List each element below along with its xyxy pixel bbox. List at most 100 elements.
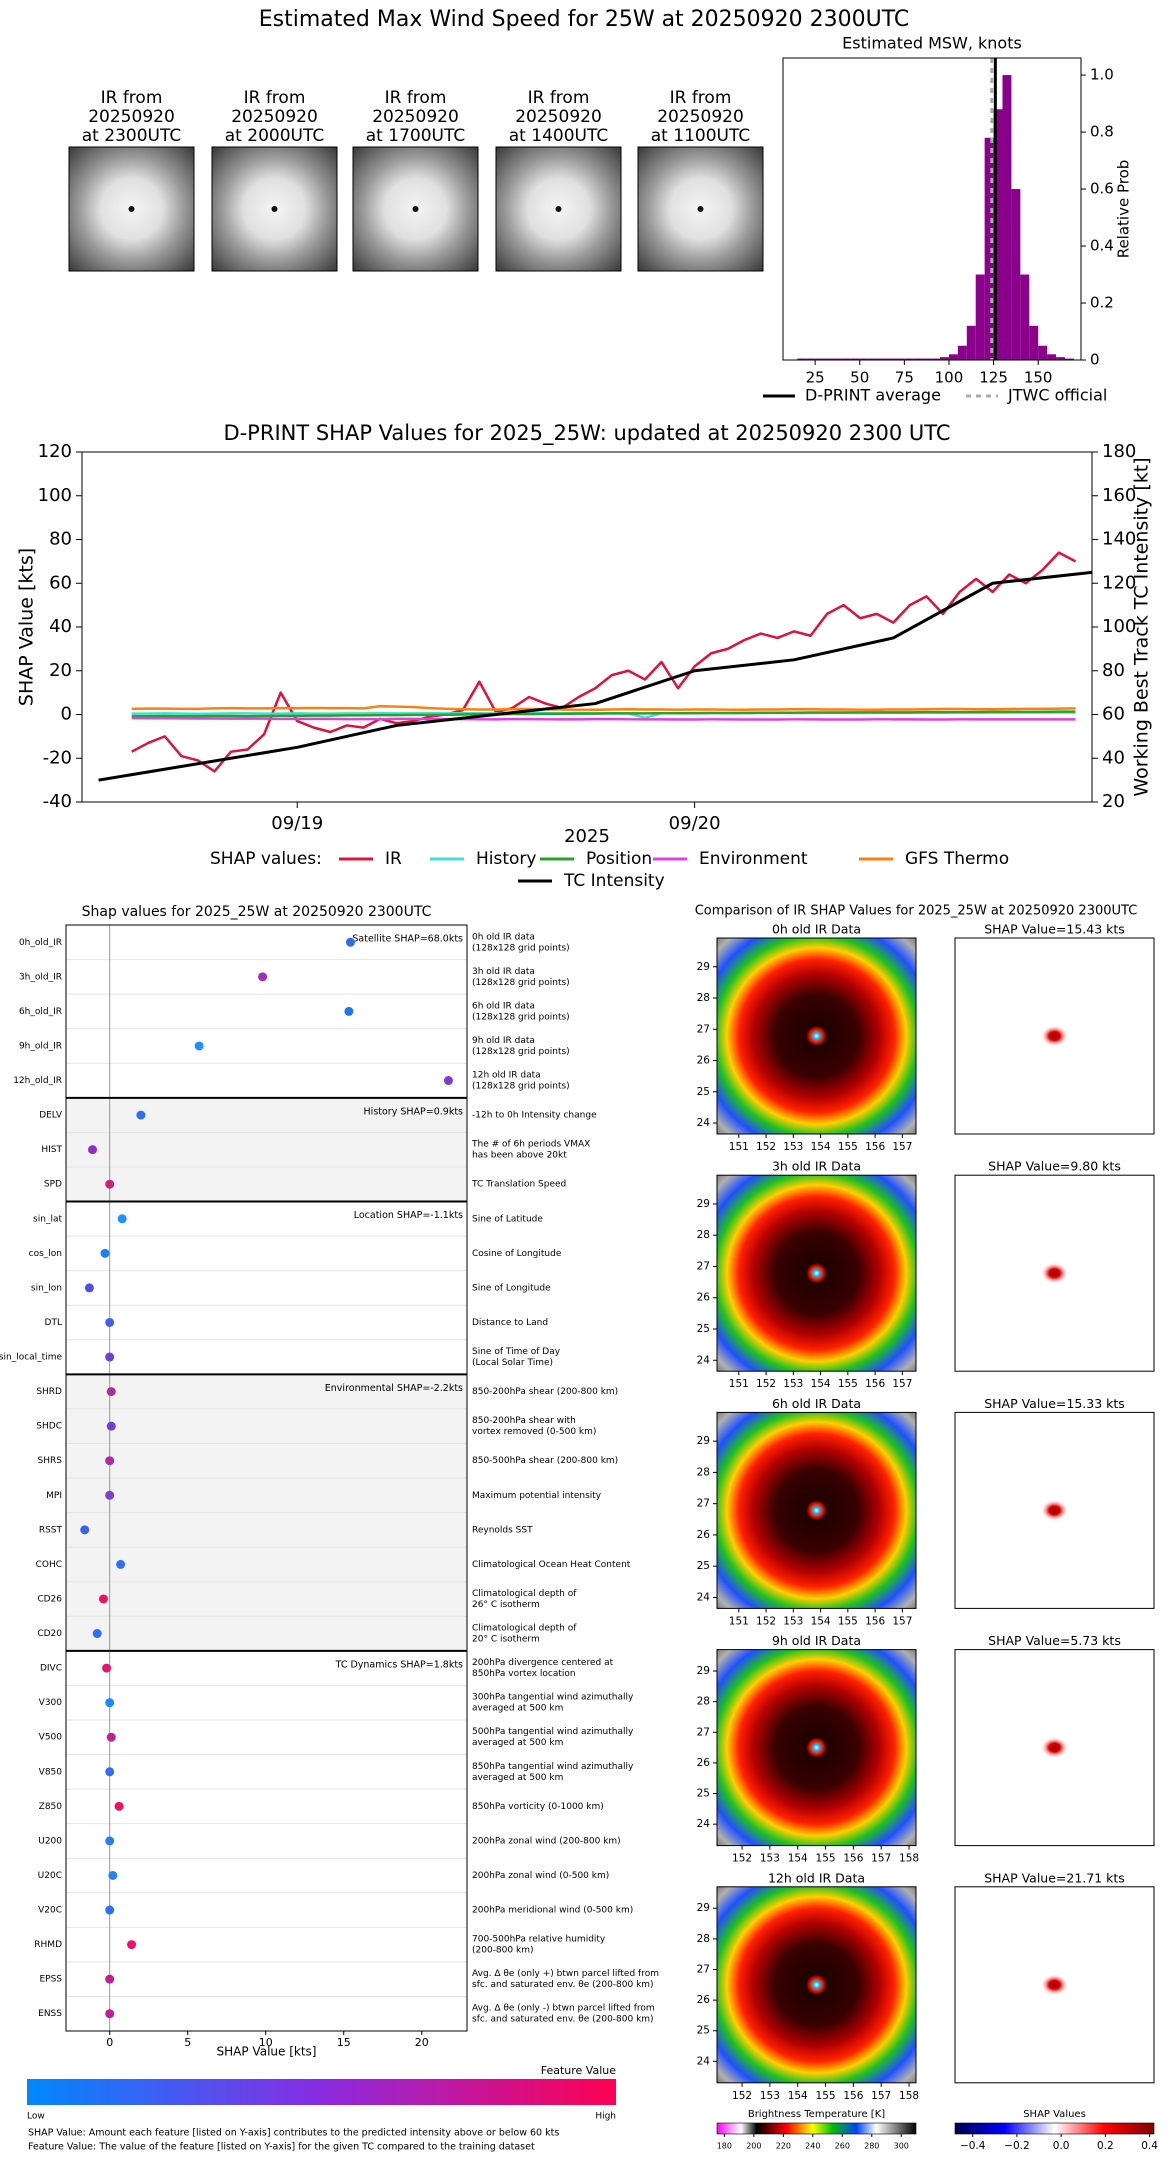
feature-description: 850hPa vortex location xyxy=(472,1669,576,1679)
chart-title: Comparison of IR SHAP Values for 2025_25… xyxy=(695,904,1138,919)
ir-image xyxy=(716,937,917,1135)
thumbnail-eye xyxy=(128,206,135,212)
footnote: Feature Value: The value of the feature … xyxy=(28,2142,535,2153)
feature-name: V20C xyxy=(38,1906,62,1916)
thumbnail-label: IR from xyxy=(670,88,732,108)
y-tick-label: 24 xyxy=(697,2055,711,2067)
x-tick-label: 20 xyxy=(415,2036,429,2049)
y-tick-label: 29 xyxy=(697,1902,710,1914)
x-tick-label: 152 xyxy=(756,1615,776,1627)
ir-panel-title: 6h old IR Data xyxy=(772,1396,861,1411)
x-tick-label: 156 xyxy=(865,1378,885,1390)
y-tick-label: 26 xyxy=(697,1292,711,1304)
legend-title: SHAP values: xyxy=(210,849,322,869)
feature-description: 850hPa tangential wind azimuthally xyxy=(472,1762,634,1772)
x-tick-label: 153 xyxy=(760,2090,780,2102)
x-tick-label: 0 xyxy=(106,2036,113,2049)
feature-description: Avg. Δ θe (only -) btwn parcel lifted fr… xyxy=(472,2004,655,2014)
histogram-bar xyxy=(841,358,851,360)
feature-description: 12h old IR data xyxy=(472,1071,541,1081)
series-line xyxy=(131,716,1076,721)
y2-tick-label: 140 xyxy=(1102,529,1136,550)
feature-description: 850-200hPa shear with xyxy=(472,1416,576,1426)
shap-dot xyxy=(443,1076,453,1086)
histogram-bar xyxy=(931,358,941,360)
feature-description: 850-500hPa shear (200-800 km) xyxy=(472,1456,618,1466)
histogram-bar xyxy=(975,274,985,360)
feature-name: DIVC xyxy=(40,1664,62,1674)
y-tick-label: 27 xyxy=(697,1498,710,1510)
feature-description: 200hPa meridional wind (0-500 km) xyxy=(472,1906,633,1916)
colorbar xyxy=(716,2122,917,2135)
y-tick-label: 20 xyxy=(49,660,72,681)
shap-dot xyxy=(105,1456,115,1466)
page-title: Estimated Max Wind Speed for 25W at 2025… xyxy=(259,7,910,32)
y-tick-label: 0.4 xyxy=(1090,237,1114,255)
x-tick-label: 10 xyxy=(259,2036,273,2049)
series-line xyxy=(131,551,1077,773)
histogram-bar xyxy=(886,358,896,360)
y-tick-label: 28 xyxy=(697,1466,710,1478)
x-tick-label: 50 xyxy=(850,369,869,387)
x-tick-label: 153 xyxy=(783,1141,803,1153)
legend-label: Environment xyxy=(699,849,808,869)
shap-dot xyxy=(136,1110,146,1120)
shap-dot xyxy=(258,972,268,982)
feature-name: SPD xyxy=(44,1180,62,1190)
ir-panel-title: 9h old IR Data xyxy=(772,1633,861,1648)
shap-panel-title: SHAP Value=9.80 kts xyxy=(988,1159,1121,1174)
feature-description: 300hPa tangential wind azimuthally xyxy=(472,1693,634,1703)
feature-description: vortex removed (0-500 km) xyxy=(472,1427,596,1437)
colorbar-tick-label: 200 xyxy=(746,2142,761,2151)
colorbar-tick-label: 0.0 xyxy=(1053,2140,1070,2152)
feature-name: Z850 xyxy=(39,1802,63,1812)
feature-description: Reynolds SST xyxy=(472,1525,533,1535)
y-tick-label: 80 xyxy=(49,529,72,550)
shap-hotspot xyxy=(1040,1499,1069,1522)
y2-tick-label: 160 xyxy=(1102,485,1136,506)
feature-description: 20° C isotherm xyxy=(472,1635,540,1645)
feature-description: sfc. and saturated env. θe (200-800 km) xyxy=(472,2015,654,2025)
shap-panel-title: SHAP Value=21.71 kts xyxy=(984,1870,1125,1885)
y-tick-label: 27 xyxy=(697,1260,710,1272)
x-tick-label: 157 xyxy=(871,1853,891,1865)
y-tick-label: 27 xyxy=(697,1726,710,1738)
feature-name: MPI xyxy=(46,1491,62,1501)
colorbar-tick-label: 220 xyxy=(776,2142,791,2151)
x-axis-label: 2025 xyxy=(564,826,610,847)
histogram-bar xyxy=(948,354,958,360)
y-tick-label: 24 xyxy=(697,1591,711,1603)
thumbnail-label: IR from xyxy=(528,88,590,108)
shap-dot xyxy=(344,1006,354,1016)
feature-name: CD26 xyxy=(37,1594,62,1604)
x-tick-label: 153 xyxy=(760,1853,780,1865)
histogram-bar xyxy=(922,358,932,360)
feature-description: -12h to 0h Intensity change xyxy=(472,1111,597,1121)
feature-description: (128x128 grid points) xyxy=(472,1012,570,1022)
shap-dot xyxy=(345,937,355,947)
histogram-bar xyxy=(1029,325,1039,360)
y-tick-label: 25 xyxy=(697,2025,710,2037)
ir-panel-title: 12h old IR Data xyxy=(768,1870,865,1885)
feature-description: averaged at 500 km xyxy=(472,1704,563,1714)
group-label: Environmental SHAP=-2.2kts xyxy=(325,1383,463,1394)
group-label: Satellite SHAP=68.0kts xyxy=(352,934,463,945)
thumbnail-label: at 2000UTC xyxy=(225,126,324,146)
x-tick-label: 154 xyxy=(788,1853,808,1865)
shap-dot xyxy=(92,1629,102,1639)
shap-hotspot xyxy=(1040,1262,1069,1285)
histogram-bar xyxy=(1047,354,1057,360)
y-tick-label: 25 xyxy=(697,1788,710,1800)
x-tick-label: 5 xyxy=(184,2036,191,2049)
chart-title: Estimated MSW, knots xyxy=(842,34,1022,53)
shap-dot xyxy=(106,1732,116,1742)
y-tick-label: 60 xyxy=(49,572,72,593)
shap-hotspot xyxy=(1040,1025,1069,1047)
x-tick-label: 153 xyxy=(783,1378,803,1390)
legend-label: JTWC official xyxy=(1007,386,1107,405)
x-tick-label: 156 xyxy=(843,1853,863,1865)
feature-name: SHRD xyxy=(36,1387,62,1397)
thumbnail-label: at 1700UTC xyxy=(366,126,465,146)
shap-dot xyxy=(114,1801,124,1811)
